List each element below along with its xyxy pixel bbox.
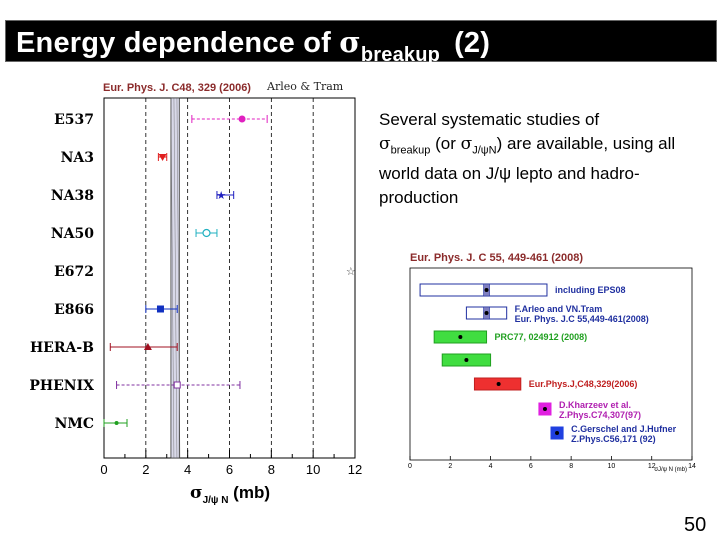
left-row-e672: E672 ☆ [54,264,356,280]
right-label-1: including EPS08 [555,285,626,295]
right-label-5: Eur.Phys.J,C48,329(2006) [529,379,638,389]
right-x-tick-label: 14 [688,463,696,470]
left-row-nmc: NMC [55,416,128,432]
left-marker-e866 [156,305,164,313]
right-label-3: PRC77, 024912 (2008) [495,332,588,342]
right-x-tick-label: 4 [489,463,493,470]
left-row-e537: E537 [54,112,268,128]
left-marker-phenix [173,381,181,389]
left-label-phenix: PHENIX [29,378,94,394]
left-label-na3: NA3 [61,150,94,166]
right-row-6: D.Kharzeev et al.Z.Phys.C74,307(97) [538,400,641,420]
left-chart-reference: Eur. Phys. J. C48, 329 (2006) [103,82,251,94]
left-row-e866: E866 [54,302,178,318]
left-label-na38: NA38 [51,188,94,204]
right-marker-1 [484,288,489,292]
title-bar: Energy dependence of σbreakup (2) [5,20,717,66]
page-number: 50 [684,514,707,536]
left-x-tick-label: 2 [142,462,149,477]
right-x-tick-label: 6 [529,463,533,470]
right-x-tick-label: 12 [648,463,656,470]
right-x-tick-label: 2 [448,463,452,470]
left-marker-na3 [158,154,167,161]
left-marker-e537 [238,115,246,123]
left-band-hatch [173,97,178,459]
right-marker-5 [496,382,501,386]
right-row-4 [441,353,492,367]
right-plot-frame [409,267,693,461]
right-marker-6 [542,407,547,411]
left-x-tick-label: 6 [226,462,233,477]
right-marker-3 [458,335,463,339]
left-marker-na38: ★ [216,189,226,202]
desc-tail: ) are available, using all world data on… [379,134,676,208]
left-plot-frame [103,97,356,459]
desc-mid: (or [430,134,461,153]
left-marker-nmc [114,421,119,425]
left-label-e672: E672 [54,264,94,280]
title-main: Energy dependence of [16,27,340,59]
left-label-na50: NA50 [51,226,94,242]
left-band-hatch [176,97,181,459]
left-band [170,97,180,459]
right-marker-7 [555,431,560,435]
right-chart-reference: Eur. Phys. J. C 55, 449-461 (2008) [410,252,584,264]
right-row-5: Eur.Phys.J,C48,329(2006) [473,377,638,391]
right-x-tick-label: 10 [608,463,616,470]
left-x-tick-label: 0 [100,462,107,477]
desc-line1: Several systematic studies of [379,110,600,129]
left-marker-hera-b [143,343,152,350]
left-x-tick-label: 12 [348,462,362,477]
right-label-2-line1: F.Arleo and VN.Tram [515,304,603,314]
title-sigma: σ [339,25,361,59]
left-row-hera-b: HERA-B [30,340,178,356]
title-suffix: (2) [454,27,491,59]
right-row-3: PRC77, 024912 (2008) [433,330,588,344]
desc-sub2: J/ψN [472,144,497,157]
right-row-1: including EPS08 [419,283,626,297]
left-band-hatch [170,97,175,459]
description-text: Several systematic studies of σbreakup (… [379,108,709,210]
left-label-e866: E866 [54,302,94,318]
left-row-na50: NA50 [51,226,218,242]
right-marker-2 [484,311,489,315]
left-marker-e672: ☆ [346,265,356,278]
title-subscript: breakup [360,44,441,66]
left-x-axis-title: σJ/ψ N (mb) [190,483,270,506]
right-label-2-line2: Eur. Phys. J.C 55,449-461(2008) [515,314,649,324]
left-row-na38: NA38 ★ [51,188,235,204]
left-row-phenix: PHENIX [29,378,241,394]
right-label-6-line2: Z.Phys.C74,307(97) [559,410,641,420]
left-label-e537: E537 [54,112,94,128]
left-x-tick-label: 10 [306,462,320,477]
desc-sub1: breakup [390,144,431,157]
right-label-7-line1: C.Gerschel and J.Hufner [571,424,677,434]
right-label-7-line2: Z.Phys.C56,171 (92) [571,434,656,444]
right-x-axis-title: σJ/ψ N (mb) [654,467,687,473]
left-x-tick-label: 8 [268,462,275,477]
right-x-tick-label: 0 [408,463,412,470]
desc-sigma1: σ [379,134,391,154]
right-marker-4 [464,358,469,362]
left-row-na3: NA3 [61,150,168,166]
right-x-tick-label: 8 [569,463,573,470]
desc-sigma2: σ [460,134,473,154]
left-chart-handwritten-note: Arleo & Tram [267,80,344,93]
left-x-tick-label: 4 [184,462,191,477]
slide-title: Energy dependence of σbreakup (2) [16,25,491,66]
left-label-hera-b: HERA-B [30,340,94,356]
left-label-nmc: NMC [55,416,94,432]
right-label-6-line1: D.Kharzeev et al. [559,400,631,410]
left-marker-na50 [202,228,211,238]
